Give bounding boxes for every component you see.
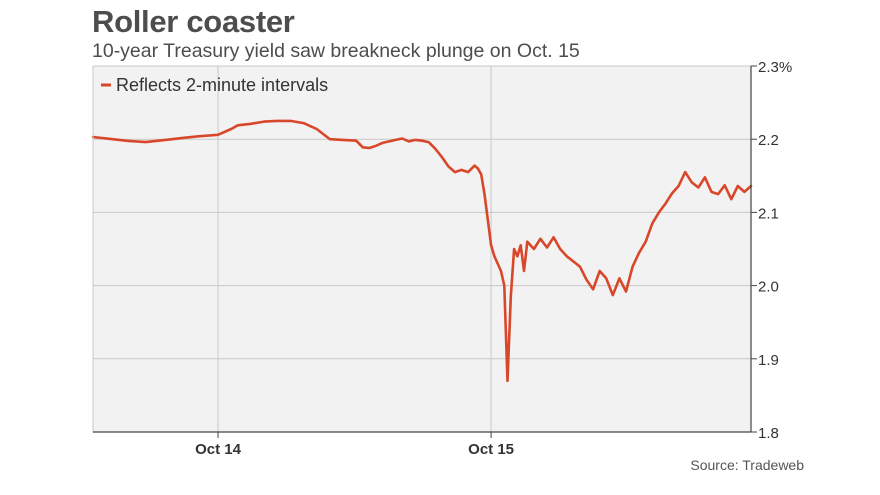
chart-subtitle: 10-year Treasury yield saw breakneck plu… [92, 40, 580, 62]
y-tick-label: 1.8 [758, 425, 779, 442]
y-tick-label: 2.1 [758, 205, 779, 222]
y-tick-label: 2.2 [758, 132, 779, 149]
y-axis-ticks: 2.3% 2.2 2.1 2.0 1.9 1.8 [751, 59, 792, 442]
axes [92, 65, 752, 433]
source-note: Source: Tradeweb [690, 457, 804, 473]
series-line-yield [91, 119, 753, 383]
y-tick-label: 1.9 [758, 352, 779, 369]
x-tick-label: Oct 15 [468, 441, 514, 458]
y-tick-label: 2.3% [758, 59, 792, 76]
legend: Reflects 2-minute intervals [101, 75, 328, 95]
chart-title: Roller coaster [92, 4, 295, 39]
legend-label: Reflects 2-minute intervals [116, 75, 328, 95]
plot-area [93, 66, 751, 432]
x-tick-label: Oct 14 [195, 441, 242, 458]
x-axis-ticks: Oct 14 Oct 15 [195, 432, 514, 458]
y-tick-label: 2.0 [758, 279, 779, 296]
